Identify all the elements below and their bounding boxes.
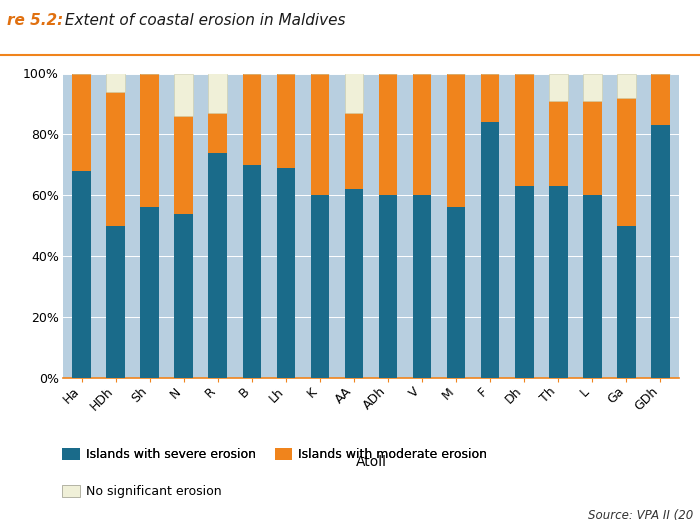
- Bar: [209, 153, 228, 378]
- Bar: [106, 74, 125, 92]
- Bar: [514, 74, 533, 186]
- Bar: [344, 113, 363, 189]
- Bar: [481, 122, 500, 378]
- Bar: [174, 74, 193, 116]
- Bar: [379, 195, 398, 378]
- Text: re 5.2:: re 5.2:: [7, 13, 63, 28]
- Bar: [481, 74, 500, 122]
- Bar: [106, 226, 125, 378]
- Bar: [379, 74, 398, 195]
- Bar: [514, 186, 533, 378]
- Bar: [242, 74, 261, 165]
- Bar: [276, 74, 295, 168]
- Legend: Islands with severe erosion, Islands with moderate erosion: Islands with severe erosion, Islands wit…: [62, 448, 487, 461]
- Bar: [583, 101, 601, 195]
- Bar: [311, 195, 329, 378]
- Bar: [413, 195, 431, 378]
- Bar: [141, 74, 159, 207]
- Bar: [311, 74, 329, 195]
- Bar: [583, 195, 601, 378]
- Bar: [72, 171, 91, 378]
- Bar: [549, 101, 568, 186]
- Bar: [174, 214, 193, 378]
- Bar: [141, 207, 159, 378]
- Text: Extent of coastal erosion in Maldives: Extent of coastal erosion in Maldives: [60, 13, 345, 28]
- Bar: [344, 189, 363, 378]
- Bar: [344, 74, 363, 113]
- Bar: [549, 74, 568, 101]
- Bar: [209, 113, 228, 153]
- Bar: [617, 226, 636, 378]
- Legend: No significant erosion: No significant erosion: [62, 485, 222, 498]
- Bar: [549, 186, 568, 378]
- Text: Source: VPA II (20: Source: VPA II (20: [588, 509, 693, 522]
- Bar: [106, 92, 125, 226]
- Bar: [174, 116, 193, 214]
- Bar: [209, 74, 228, 113]
- Bar: [651, 74, 670, 125]
- Bar: [447, 74, 466, 207]
- Bar: [72, 74, 91, 171]
- Bar: [617, 74, 636, 98]
- Bar: [651, 125, 670, 378]
- Bar: [583, 74, 601, 101]
- X-axis label: Atoll: Atoll: [356, 455, 386, 469]
- Bar: [617, 98, 636, 226]
- Bar: [242, 165, 261, 378]
- Bar: [413, 74, 431, 195]
- Bar: [276, 168, 295, 378]
- Bar: [447, 207, 466, 378]
